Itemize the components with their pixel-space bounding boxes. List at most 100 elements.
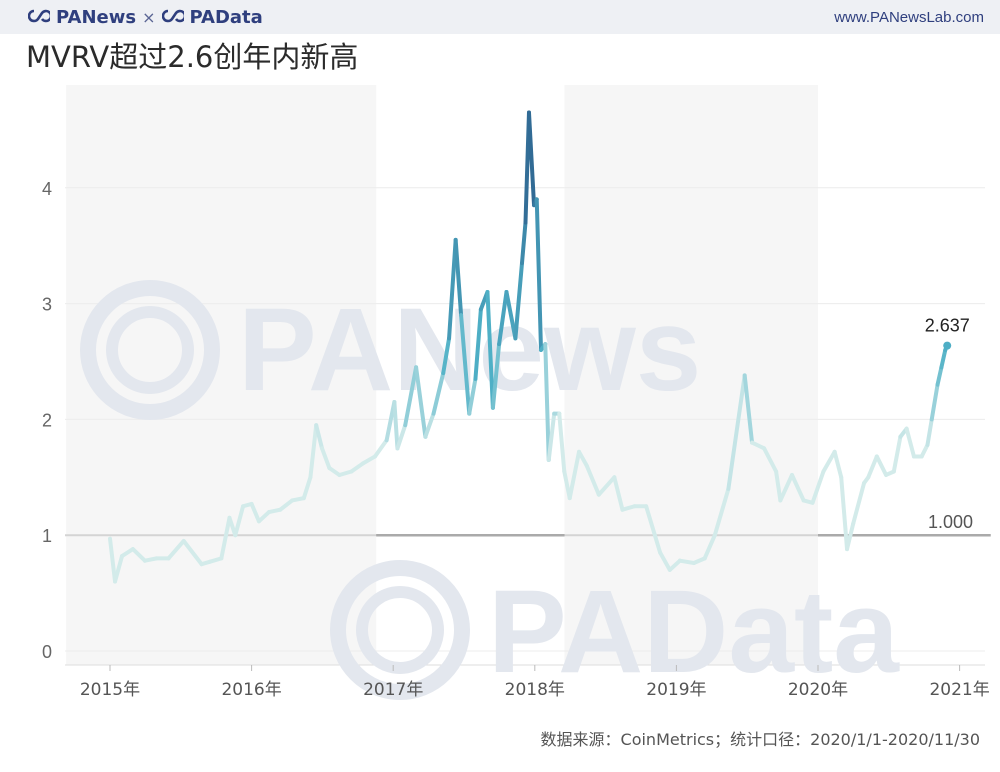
series-segment (567, 449, 582, 501)
series-segment (726, 373, 747, 491)
last-point-marker (943, 341, 952, 350)
series-segment (519, 220, 528, 266)
x-tick-label: 2015年 (80, 680, 140, 700)
series-segment (702, 533, 717, 561)
series-segment (490, 342, 502, 410)
series-segment (327, 466, 342, 477)
series-segment (219, 515, 232, 561)
watermark-logo-icon (80, 280, 220, 420)
chart-title: MVRV超过2.6创年内新高 (26, 40, 359, 74)
series-segment (120, 547, 135, 559)
series-segment (113, 554, 125, 584)
watermark: PANews PAData (80, 280, 900, 700)
series-segment (620, 504, 637, 512)
series-segment (349, 461, 366, 474)
series-segment (278, 498, 295, 512)
series-segment (361, 454, 378, 466)
series-segment (810, 469, 826, 505)
series-segment (712, 486, 731, 538)
series-segment (423, 411, 436, 439)
series-segment (929, 382, 940, 422)
panews-logo-icon (27, 7, 53, 28)
x-tick-label: 2017年 (363, 680, 423, 700)
series-segment (658, 550, 672, 572)
series-segment (845, 521, 856, 552)
reference-line-label: 1.000 (928, 512, 973, 532)
x-tick-label: 2018年 (505, 680, 565, 700)
series-segment (108, 536, 118, 584)
y-axis-ticks: 0 1 2 3 4 (42, 179, 52, 662)
series-segment (546, 411, 557, 462)
series-segment (925, 417, 934, 447)
series-segment (534, 197, 544, 352)
series-segment (742, 373, 755, 445)
source-note: 数据来源：CoinMetrics；统计口径：2020/1/1-2020/11/3… (540, 730, 980, 749)
watermark-logo-icon (330, 560, 470, 700)
x-axis-ticks: 2015年 2016年 2017年 2018年 2019年 2020年 2021年 (80, 665, 990, 700)
series-segment (839, 475, 848, 532)
series-segment (904, 426, 916, 459)
y-tick-label: 1 (42, 526, 52, 546)
header-bar: PANews × PAData www.PANewsLab.com (0, 0, 1000, 34)
series-segment (750, 440, 767, 451)
watermark-padata: PAData (488, 566, 900, 698)
y-tick-label: 3 (42, 295, 52, 315)
series-segment (778, 472, 795, 503)
series-segment (774, 469, 783, 503)
series-segment (866, 454, 879, 480)
series-segment (181, 538, 204, 567)
series-segment (874, 454, 889, 477)
series-segment (233, 504, 246, 538)
series-segment (320, 446, 332, 471)
series-segment (392, 400, 400, 451)
padata-logo-icon (161, 7, 186, 28)
series-segment (762, 446, 779, 474)
series-segment (832, 449, 844, 480)
x-tick-label: 2021年 (929, 680, 989, 700)
series-segment (453, 237, 464, 318)
year-band (564, 85, 818, 665)
series-segment (891, 434, 903, 474)
brand-primary: PANews (56, 7, 137, 28)
series-segment (308, 423, 319, 480)
x-tick-label: 2016年 (221, 680, 281, 700)
series-segment (612, 475, 625, 512)
series-segment (584, 463, 601, 497)
series-segment (644, 504, 663, 555)
watermark-panews: PANews (238, 284, 701, 416)
series-segment (414, 365, 428, 439)
last-value-label: 2.637 (925, 316, 970, 336)
series-segment (790, 472, 806, 503)
series-segment (447, 237, 458, 341)
series-segment (431, 371, 446, 416)
x-tick-label: 2020年 (788, 680, 848, 700)
mvrv-series-line (108, 110, 952, 584)
series-segment (166, 538, 186, 561)
series-segment (207, 556, 224, 564)
series-segment (526, 110, 537, 208)
brand-logo: PANews × PAData (27, 7, 263, 28)
series-segment (485, 290, 495, 410)
series-segment (919, 442, 930, 459)
series-segment (403, 365, 419, 428)
series-segment (459, 313, 472, 416)
series-segment (557, 411, 567, 474)
brand-separator: × (142, 8, 156, 27)
y-tick-label: 4 (42, 179, 52, 199)
series-segment (467, 376, 478, 416)
data-labels: 2.637 1.000 (925, 316, 973, 533)
series-segment (314, 423, 325, 451)
series-segment (504, 290, 518, 341)
series-segment (395, 423, 408, 451)
brand-secondary: PAData (189, 7, 263, 28)
x-tick-label: 2019年 (646, 680, 706, 700)
series-segment (441, 336, 452, 376)
series-segment (851, 481, 867, 526)
series-segment (513, 261, 524, 341)
website-link[interactable]: www.PANewsLab.com (834, 9, 984, 26)
series-segment (821, 449, 837, 474)
series-segment (256, 510, 272, 524)
y-tick-label: 0 (42, 642, 52, 662)
series-segment (473, 307, 483, 381)
